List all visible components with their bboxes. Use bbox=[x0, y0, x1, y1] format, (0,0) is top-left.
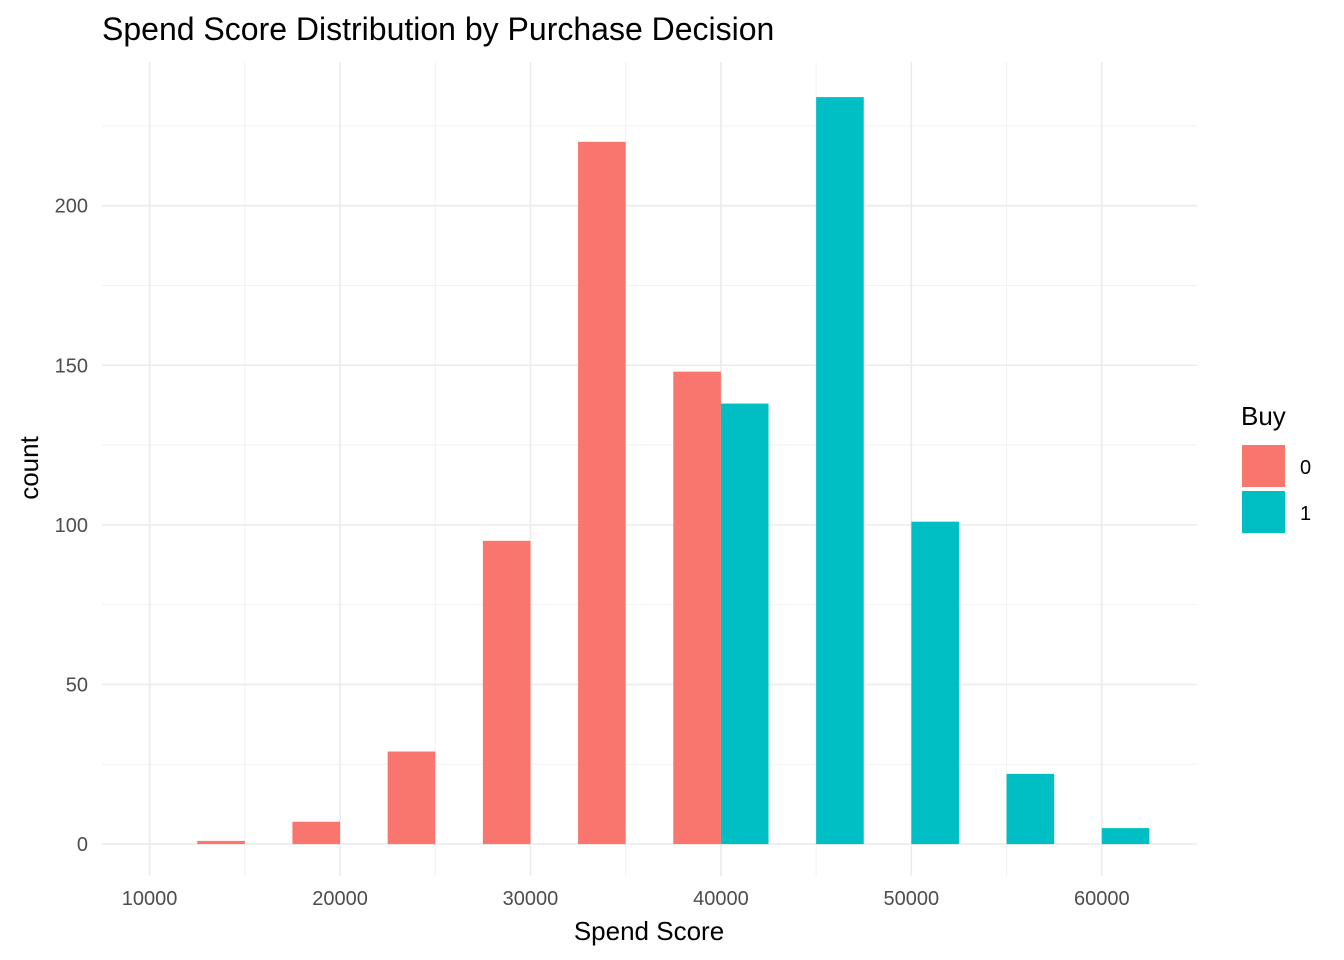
bar-series-1 bbox=[1006, 773, 1055, 845]
grid-lines bbox=[102, 62, 1197, 876]
y-tick-label: 100 bbox=[55, 515, 88, 537]
y-tick-label: 150 bbox=[55, 355, 88, 377]
bar-series-0 bbox=[482, 540, 531, 845]
bar-series-1 bbox=[720, 403, 769, 845]
chart-title: Spend Score Distribution by Purchase Dec… bbox=[102, 11, 774, 47]
y-tick-label: 0 bbox=[77, 834, 88, 856]
x-tick-label: 60000 bbox=[1074, 888, 1130, 910]
legend-title: Buy bbox=[1241, 401, 1286, 431]
bar-series-0 bbox=[673, 371, 721, 845]
x-tick-label: 50000 bbox=[884, 888, 940, 910]
bars bbox=[197, 97, 1150, 845]
y-axis-ticks: 0 50 100 150 200 bbox=[55, 196, 88, 856]
bar-series-1 bbox=[816, 97, 864, 845]
x-tick-label: 30000 bbox=[503, 888, 559, 910]
legend: Buy 0 1 bbox=[1241, 401, 1311, 533]
bar-series-1 bbox=[1101, 828, 1150, 845]
bar-series-0 bbox=[292, 821, 341, 845]
y-tick-label: 200 bbox=[55, 196, 88, 218]
bar-series-1 bbox=[911, 521, 959, 845]
y-axis-title: count bbox=[14, 435, 44, 499]
legend-label-0: 0 bbox=[1300, 457, 1311, 479]
bar-series-0 bbox=[387, 751, 436, 845]
x-axis-ticks: 10000 20000 30000 40000 50000 60000 bbox=[122, 888, 1130, 910]
legend-key-1 bbox=[1242, 491, 1285, 533]
x-axis-title: Spend Score bbox=[574, 916, 724, 946]
bar-series-0 bbox=[197, 840, 245, 845]
x-tick-label: 40000 bbox=[693, 888, 749, 910]
legend-label-1: 1 bbox=[1300, 503, 1311, 525]
y-tick-label: 50 bbox=[66, 674, 88, 696]
legend-key-0 bbox=[1242, 445, 1285, 487]
x-tick-label: 20000 bbox=[312, 888, 368, 910]
bar-series-0 bbox=[578, 141, 626, 845]
x-tick-label: 10000 bbox=[122, 888, 178, 910]
